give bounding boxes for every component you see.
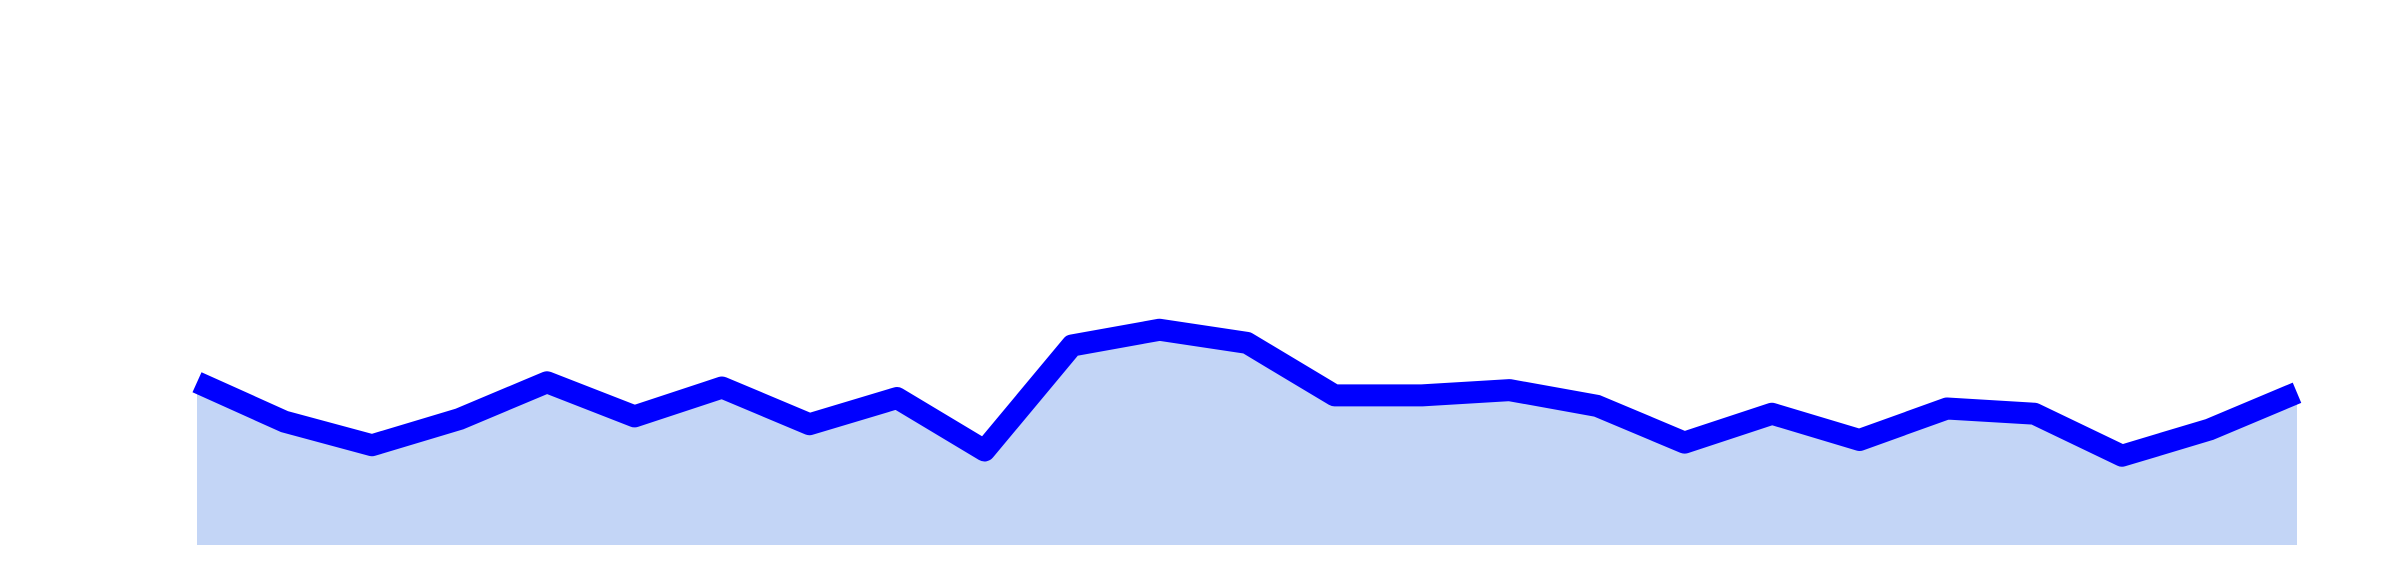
- line-layer: [192, 318, 2302, 467]
- series-line: [192, 318, 2302, 467]
- area-fill: [197, 329, 2297, 545]
- area-layer: [197, 329, 2297, 545]
